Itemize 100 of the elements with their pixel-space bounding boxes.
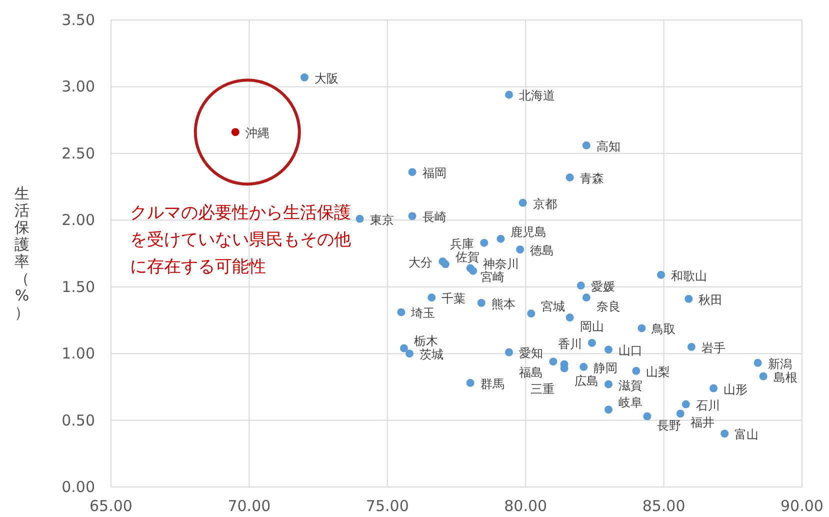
- point: [638, 324, 646, 332]
- point: [582, 141, 590, 150]
- point: [710, 384, 718, 392]
- point: [566, 314, 574, 322]
- annotation: 宮崎: [480, 270, 504, 284]
- point: [518, 198, 527, 207]
- y-tick-label: 1.00: [62, 344, 95, 363]
- point: [720, 430, 729, 438]
- annotation: 大分: [408, 256, 433, 270]
- annotation: 鹿児島: [510, 224, 547, 239]
- point: [580, 362, 588, 371]
- point: [466, 378, 474, 387]
- point: [682, 400, 690, 408]
- point: [400, 344, 408, 352]
- annotation: 沖縄: [245, 126, 270, 140]
- point: [231, 128, 240, 136]
- point: [759, 372, 768, 380]
- annotation: 高知: [596, 139, 620, 154]
- annotation: 静岡: [594, 360, 618, 375]
- point: [496, 234, 505, 243]
- annotation: 福島: [519, 366, 544, 380]
- annotation: 富山: [734, 428, 759, 442]
- annotation: 青森: [580, 171, 604, 186]
- point: [676, 410, 684, 418]
- point: [588, 338, 596, 347]
- point: [604, 406, 613, 414]
- annotation: 長崎: [422, 210, 446, 224]
- y-tick-label: 3.00: [62, 78, 95, 96]
- annotation: 愛媛: [590, 280, 615, 294]
- annotation: 宮城: [541, 300, 566, 314]
- annotation: 山形: [724, 382, 748, 396]
- x-tick-label: 85.00: [642, 497, 686, 515]
- point: [687, 342, 696, 351]
- y-tick-label: 0.50: [62, 411, 95, 430]
- annotation: 佐賀: [455, 250, 480, 264]
- point: [632, 366, 640, 375]
- annotation: 栃木: [414, 334, 438, 348]
- annotation: 和歌山: [671, 268, 708, 283]
- point: [477, 298, 486, 307]
- y-tick-label: 2.00: [62, 211, 95, 230]
- point: [643, 412, 652, 420]
- x-tick-label: 75.00: [366, 497, 409, 515]
- annotation: 三重: [530, 382, 554, 396]
- y-tick-label: 0.00: [62, 478, 95, 496]
- point: [408, 212, 416, 220]
- x-tick-label: 80.00: [504, 497, 548, 515]
- point: [300, 73, 308, 82]
- point: [582, 294, 590, 302]
- annotation: 石川: [696, 398, 720, 412]
- point: [604, 380, 613, 388]
- annotation: 徳島: [530, 243, 554, 258]
- annotation: 熊本: [491, 296, 516, 311]
- point: [406, 350, 414, 358]
- point: [505, 90, 514, 99]
- y-tick-label: 1.50: [62, 278, 95, 296]
- annotation: 山梨: [646, 364, 670, 379]
- point: [566, 173, 574, 182]
- point: [408, 168, 416, 176]
- point: [657, 270, 666, 279]
- annotation: 広島: [574, 374, 598, 388]
- annotation: 滋賀: [618, 378, 643, 392]
- annotation: 兵庫: [450, 236, 474, 251]
- annotation: クルマの必要性から生活保護を受けていない県民もその他に存在する可能性: [130, 203, 351, 277]
- annotation: 神奈川: [483, 256, 520, 271]
- point: [428, 294, 436, 302]
- annotation: 鳥取: [650, 322, 676, 336]
- y-axis-title: 生活保護率（%）: [14, 184, 30, 322]
- annotation: 北海道: [519, 88, 556, 103]
- y-tick-label: 3.50: [62, 11, 95, 29]
- annotation: 福岡: [422, 166, 446, 180]
- point: [549, 358, 558, 366]
- annotation: 奈良: [596, 300, 620, 314]
- annotation: 岡山: [580, 320, 604, 334]
- point: [684, 294, 693, 303]
- annotation: 秋田: [698, 292, 723, 307]
- annotation: 長野: [657, 418, 682, 432]
- point: [527, 310, 536, 318]
- annotation: 東京: [370, 212, 394, 227]
- annotation: 愛知: [519, 346, 544, 360]
- point: [441, 260, 450, 268]
- point: [576, 282, 585, 290]
- annotation: 岩手: [701, 340, 726, 355]
- point: [397, 308, 406, 316]
- y-tick-label: 2.50: [62, 144, 95, 162]
- annotation: 群馬: [480, 376, 504, 391]
- x-tick-label: 70.00: [228, 497, 271, 515]
- x-tick-label: 90.00: [780, 497, 824, 515]
- annotation: 茨城: [420, 348, 444, 362]
- annotation: 大阪: [314, 71, 338, 86]
- annotation: 千葉: [442, 292, 466, 306]
- point: [469, 266, 478, 275]
- point: [505, 348, 514, 356]
- annotation: 島根: [773, 370, 798, 384]
- annotation: 福井: [690, 416, 714, 430]
- point: [356, 214, 364, 223]
- annotation: 岐阜: [618, 396, 643, 410]
- annotation: 香川: [558, 336, 582, 351]
- point: [480, 238, 488, 247]
- point: [604, 346, 613, 354]
- annotation: 山口: [618, 344, 643, 358]
